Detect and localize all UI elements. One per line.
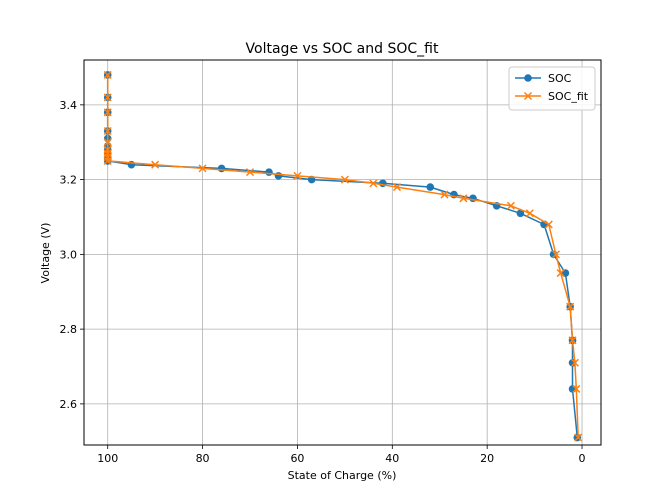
x-axis-label: State of Charge (%) <box>288 469 397 482</box>
x-tick-label: 80 <box>196 452 210 465</box>
plot-area <box>84 60 601 445</box>
x-tick-label: 60 <box>290 452 304 465</box>
series-soc-fit <box>103 70 583 442</box>
data-point-soc-fit <box>556 269 565 278</box>
data-point-soc-fit <box>103 70 112 79</box>
y-tick-label: 3.0 <box>60 248 78 261</box>
data-point-soc-fit <box>245 168 255 177</box>
data-point-soc-fit <box>198 164 207 173</box>
data-point-soc-fit <box>525 209 534 218</box>
data-point-soc-fit <box>566 302 575 311</box>
data-point-soc-fit <box>340 175 349 184</box>
data-point-soc <box>568 385 577 393</box>
y-tick-label: 3.2 <box>60 174 78 187</box>
data-point-soc-fit <box>544 220 553 229</box>
data-point-soc-fit <box>459 194 468 203</box>
data-point-soc-fit <box>369 179 378 188</box>
plot-frame <box>83 59 602 446</box>
ticks: 100 80 60 40 20 0 2.6 2.8 3.0 3.2 3.4 <box>60 99 586 465</box>
data-point-soc <box>274 172 283 180</box>
x-tick-label: 100 <box>97 452 118 465</box>
y-tick-label: 2.8 <box>60 323 78 336</box>
data-point-soc-fit <box>574 433 583 442</box>
data-point-soc-fit <box>440 190 449 199</box>
legend-label-soc-fit: SOC_fit <box>548 90 589 103</box>
data-point-soc-fit <box>293 171 302 180</box>
y-tick-label: 2.6 <box>60 398 78 411</box>
data-point-soc-fit <box>103 108 112 117</box>
data-point-soc-fit <box>506 201 515 210</box>
legend-marker-soc <box>524 74 532 82</box>
data-point-soc-fit <box>103 93 112 102</box>
x-tick-label: 20 <box>480 452 494 465</box>
data-point-soc-fit <box>572 384 581 393</box>
data-point-soc-fit <box>551 250 560 259</box>
legend-label-soc: SOC <box>548 72 572 85</box>
data-point-soc <box>265 168 273 176</box>
series-layer <box>103 70 583 442</box>
y-axis-label: Voltage (V) <box>39 223 52 284</box>
data-point-soc-fit <box>568 336 577 345</box>
data-point-soc-fit <box>103 138 112 147</box>
data-point-soc <box>426 183 435 191</box>
y-tick-label: 3.4 <box>60 99 78 112</box>
data-point-soc-fit <box>393 183 402 192</box>
chart-title: Voltage vs SOC and SOC_fit <box>246 41 439 57</box>
x-tick-label: 0 <box>579 452 586 465</box>
data-point-soc-fit <box>570 358 579 367</box>
data-point-soc-fit <box>103 126 112 136</box>
series-line-soc-fit <box>106 75 579 438</box>
data-point-soc <box>217 164 226 173</box>
x-tick-label: 40 <box>385 452 399 465</box>
legend: SOC SOC_fit <box>508 66 596 111</box>
legend-marker-soc-fit <box>523 91 533 101</box>
data-point-soc <box>516 209 525 218</box>
data-point-soc-fit <box>151 160 160 169</box>
data-point-soc-fit <box>103 156 112 165</box>
